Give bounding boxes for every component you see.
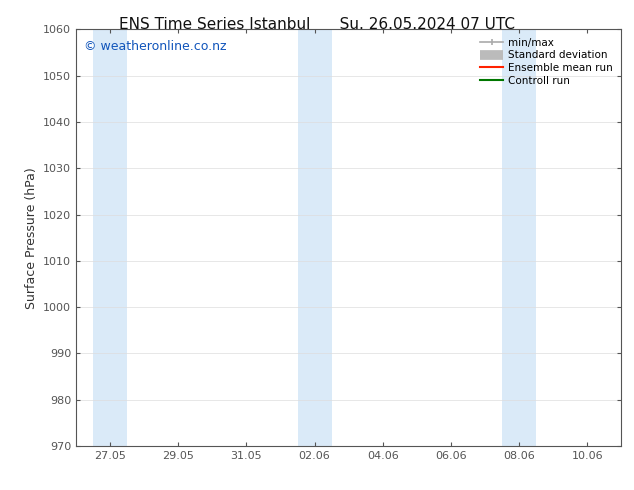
Legend: min/max, Standard deviation, Ensemble mean run, Controll run: min/max, Standard deviation, Ensemble me…	[477, 35, 616, 89]
Text: ENS Time Series Istanbul      Su. 26.05.2024 07 UTC: ENS Time Series Istanbul Su. 26.05.2024 …	[119, 17, 515, 32]
Bar	[297, 29, 332, 446]
Y-axis label: Surface Pressure (hPa): Surface Pressure (hPa)	[25, 167, 37, 309]
Bar	[502, 29, 536, 446]
Text: © weatheronline.co.nz: © weatheronline.co.nz	[84, 40, 227, 53]
Bar	[93, 29, 127, 446]
